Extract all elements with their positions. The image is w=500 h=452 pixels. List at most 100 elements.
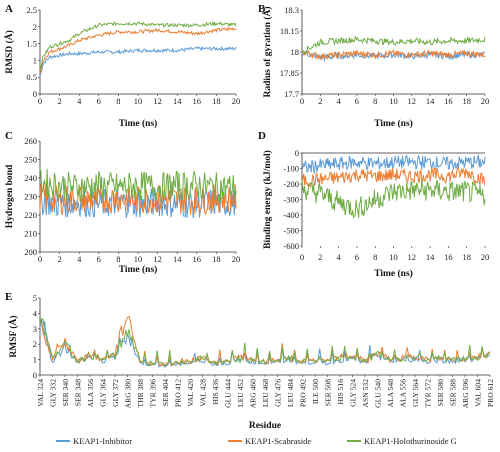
- y-tick-label: 17.7: [284, 89, 299, 99]
- y-tick-label: 2: [33, 22, 37, 32]
- x-tick-label: GLY 524: [349, 379, 358, 407]
- series-line-keap1-holothurinoside-g: [301, 35, 486, 55]
- x-tick-label: PRO 492: [299, 379, 308, 407]
- x-tick-label: 10: [389, 252, 398, 262]
- y-tick-label: 18: [291, 47, 300, 57]
- x-tick-label: 14: [173, 96, 182, 106]
- x-tick-label: 0: [300, 252, 304, 262]
- y-tick-label: -400: [283, 210, 299, 220]
- x-tick-label: 6: [355, 252, 359, 262]
- y-tick-label: 0: [33, 370, 37, 380]
- x-tick-label: 14: [426, 252, 435, 262]
- x-tick-label: 2: [57, 254, 61, 264]
- y-tick-label: 5: [33, 293, 37, 303]
- x-tick-label: 8: [373, 252, 377, 262]
- x-tick-label: 8: [116, 96, 120, 106]
- y-tick-label: -600: [283, 241, 299, 251]
- x-tick-label: SER 404: [161, 379, 170, 406]
- x-tick-label: TYR 572: [424, 379, 433, 408]
- y-tick-label: 0: [295, 148, 299, 158]
- y-tick-label: 3: [33, 324, 37, 334]
- x-axis-title: Time (ns): [119, 118, 158, 129]
- x-tick-label: SER 348: [74, 379, 83, 406]
- y-tick-label: 220: [24, 210, 37, 220]
- x-tick-label: ASN 532: [361, 379, 370, 408]
- x-tick-label: 4: [336, 96, 341, 106]
- y-tick-label: 250: [24, 155, 37, 165]
- x-tick-label: TYR 396: [149, 379, 158, 408]
- x-tick-label: HIS 436: [211, 379, 220, 405]
- y-tick-label: 2: [33, 339, 37, 349]
- x-tick-label: 20: [232, 254, 241, 264]
- y-axis-title: RMSF (Å): [7, 315, 19, 357]
- panel-label-a: A: [5, 3, 13, 15]
- x-tick-label: VAL 420: [186, 379, 195, 407]
- y-tick-label: 230: [24, 192, 37, 202]
- x-tick-label: VAL 324: [36, 379, 45, 407]
- x-tick-label: ALA 356: [86, 379, 95, 408]
- x-tick-label: THR 388: [136, 379, 145, 408]
- series-line-keap1-holothurinoside-g: [39, 167, 237, 203]
- x-tick-label: PRO 612: [486, 379, 495, 407]
- y-tick-label: 1.5: [26, 39, 37, 49]
- x-tick-label: LEU 484: [286, 379, 295, 407]
- x-tick-label: ARG 460: [249, 379, 258, 409]
- x-tick-label: 16: [444, 96, 453, 106]
- x-tick-label: 4: [77, 254, 82, 264]
- y-tick-label: 18.15: [280, 26, 299, 36]
- x-tick-label: 12: [153, 96, 162, 106]
- x-axis-title: Time (ns): [119, 264, 158, 275]
- x-tick-label: SER 508: [324, 379, 333, 406]
- series-line-keap1-holothurinoside-g: [39, 20, 237, 71]
- x-tick-label: ALA 548: [386, 379, 395, 408]
- y-tick-label: 0.5: [26, 72, 37, 82]
- x-tick-label: 12: [408, 96, 417, 106]
- y-tick-label: 0: [33, 89, 37, 99]
- x-tick-label: 12: [153, 254, 162, 264]
- x-tick-label: GLU 444: [224, 379, 233, 408]
- x-axis-title: Residue: [249, 421, 281, 431]
- series-line-keap1-scabraside: [301, 166, 486, 189]
- y-tick-label: -300: [283, 195, 299, 205]
- x-tick-label: 14: [426, 96, 435, 106]
- x-tick-label: 0: [38, 96, 42, 106]
- panel-label-d: D: [258, 130, 266, 142]
- x-tick-label: GLY 476: [274, 379, 283, 407]
- x-tick-label: 20: [481, 252, 490, 262]
- x-tick-label: GLY 372: [111, 379, 120, 407]
- y-tick-label: 2.5: [26, 5, 37, 15]
- x-tick-label: 2: [57, 96, 61, 106]
- x-tick-label: LEU 468: [261, 379, 270, 407]
- y-tick-label: -200: [283, 179, 299, 189]
- x-tick-label: PRO 412: [174, 379, 183, 407]
- y-tick-label: 1: [33, 355, 37, 365]
- x-tick-label: VAL 604: [474, 379, 483, 407]
- x-tick-label: 18: [462, 96, 471, 106]
- x-tick-label: 18: [212, 96, 221, 106]
- panel-label-e: E: [5, 291, 12, 303]
- series-line-keap1-holothurinoside-g: [39, 317, 491, 367]
- x-tick-label: 4: [77, 96, 82, 106]
- x-tick-label: GLY 332: [49, 379, 58, 407]
- x-tick-label: 14: [173, 254, 182, 264]
- x-tick-label: 18: [462, 252, 471, 262]
- x-axis-title: Time (ns): [374, 268, 413, 279]
- legend-label: KEAP1-Inhibitor: [73, 436, 132, 446]
- x-tick-label: 10: [389, 96, 398, 106]
- y-tick-label: 17.85: [280, 68, 299, 78]
- series-line-keap1-inhibitor: [301, 153, 486, 174]
- y-tick-label: 200: [24, 247, 37, 257]
- x-tick-label: SER 588: [449, 379, 458, 406]
- y-tick-label: 210: [24, 229, 37, 239]
- x-tick-label: 0: [300, 96, 304, 106]
- y-axis-title: RMSD (Å): [3, 30, 15, 74]
- x-tick-label: 2: [318, 96, 322, 106]
- y-tick-label: 1: [33, 55, 37, 65]
- panel-label-b: B: [258, 3, 266, 15]
- x-tick-label: ARG 596: [461, 379, 470, 409]
- x-tick-label: 6: [355, 96, 359, 106]
- x-tick-label: 20: [232, 96, 241, 106]
- x-tick-label: ILE 500: [311, 379, 320, 404]
- legend-label: KEAP1-Scabraside: [245, 436, 311, 446]
